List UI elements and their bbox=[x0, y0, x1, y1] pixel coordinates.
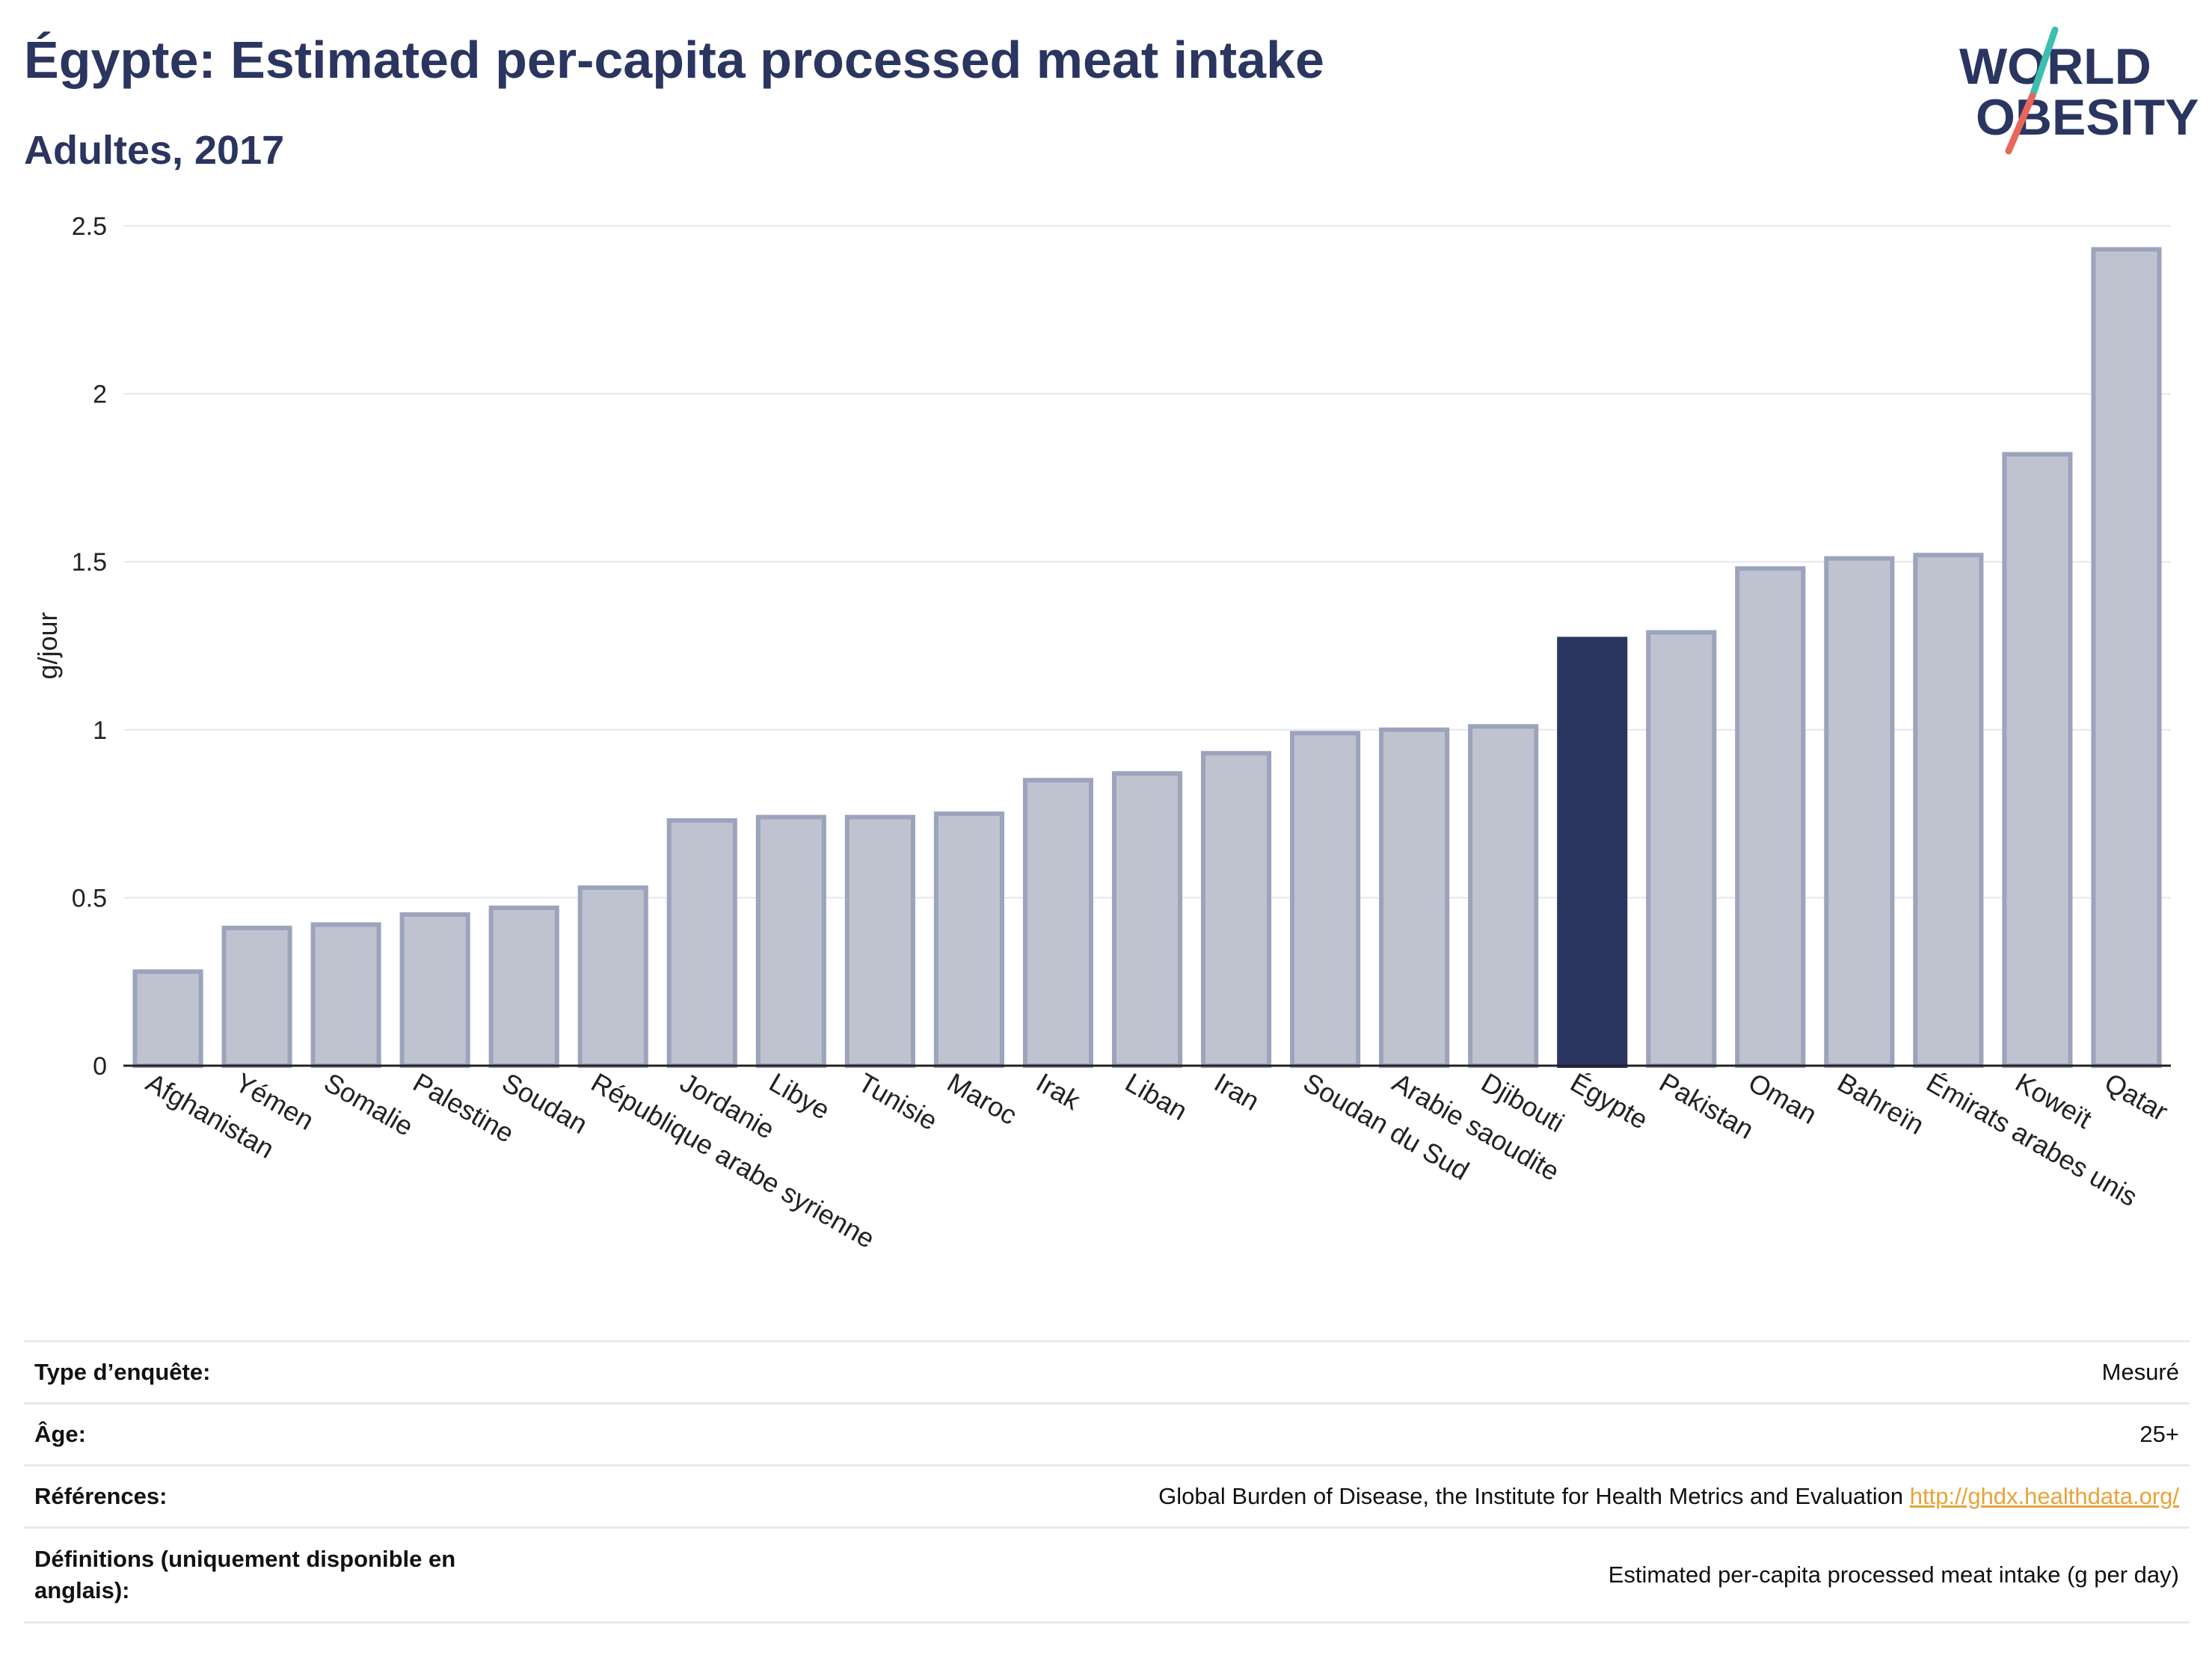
bar bbox=[488, 905, 559, 1068]
x-tick-label: Qatar bbox=[2099, 1066, 2172, 1127]
reference-text: Global Burden of Disease, the Institute … bbox=[1158, 1483, 1904, 1509]
y-tick-label: 2.5 bbox=[72, 212, 107, 241]
bar bbox=[1468, 724, 1539, 1068]
meta-value: Estimated per-capita processed meat inta… bbox=[523, 1526, 2190, 1624]
y-tick-label: 0 bbox=[93, 1052, 107, 1081]
bar bbox=[666, 818, 737, 1068]
bar bbox=[1290, 731, 1361, 1068]
x-tick-label: Somalie bbox=[319, 1066, 419, 1142]
meta-row-references: Références: Global Burden of Disease, th… bbox=[24, 1464, 2190, 1528]
meta-row-survey: Type d’enquête: Mesuré bbox=[24, 1340, 2190, 1404]
reference-link[interactable]: http://ghdx.healthdata.org/ bbox=[1909, 1483, 2179, 1509]
x-tick-label: Liban bbox=[1120, 1066, 1193, 1126]
x-tick-label: Bahreïn bbox=[1832, 1066, 1929, 1140]
y-tick-label: 1.5 bbox=[72, 548, 107, 577]
logo-line2: OBESITY bbox=[1976, 89, 2199, 146]
y-tick-label: 2 bbox=[93, 381, 107, 409]
bar bbox=[221, 925, 292, 1068]
logo-line1: WORLD bbox=[1959, 38, 2151, 95]
bar bbox=[933, 811, 1004, 1068]
bar bbox=[755, 814, 826, 1068]
bar-highlight bbox=[1557, 636, 1628, 1068]
page-subtitle: Adultes, 2017 bbox=[24, 128, 285, 173]
x-tick-label: Irak bbox=[1031, 1066, 1086, 1116]
bar bbox=[844, 814, 915, 1068]
bar bbox=[1022, 778, 1094, 1068]
metadata-table: Type d’enquête: Mesuré Âge: 25+ Référenc… bbox=[24, 1340, 2190, 1624]
world-obesity-logo: WORLD OBESITY bbox=[1959, 26, 2199, 155]
meta-label: Type d’enquête: bbox=[24, 1340, 523, 1404]
y-axis-title: g/jour bbox=[32, 612, 63, 679]
page-title: Égypte: Estimated per-capita processed m… bbox=[24, 31, 1324, 89]
y-tick-label: 0.5 bbox=[72, 884, 107, 912]
bar bbox=[399, 912, 470, 1068]
bar bbox=[1379, 727, 1450, 1068]
x-tick-label: Égypte bbox=[1565, 1066, 1653, 1135]
meta-label: Références: bbox=[24, 1464, 523, 1528]
x-tick-label: Palestine bbox=[408, 1066, 520, 1149]
x-tick-label: Tunisie bbox=[853, 1066, 943, 1136]
meta-value: Mesuré bbox=[523, 1340, 2190, 1404]
meta-row-definitions: Définitions (uniquement disponible en an… bbox=[24, 1526, 2190, 1624]
bar bbox=[1646, 630, 1717, 1068]
bar bbox=[310, 922, 381, 1068]
bar bbox=[1824, 556, 1895, 1068]
x-tick-label: Pakistan bbox=[1654, 1066, 1759, 1145]
meta-value: 25+ bbox=[523, 1402, 2190, 1466]
meta-label: Définitions (uniquement disponible en an… bbox=[24, 1526, 523, 1624]
bar bbox=[1913, 553, 1984, 1068]
x-tick-label: Maroc bbox=[942, 1066, 1022, 1131]
y-tick-label: 1 bbox=[93, 716, 107, 745]
bar bbox=[1111, 771, 1183, 1068]
bar bbox=[1735, 566, 1806, 1068]
bar bbox=[2091, 247, 2162, 1069]
bar bbox=[1200, 751, 1272, 1069]
meta-value: Global Burden of Disease, the Institute … bbox=[523, 1464, 2190, 1528]
bar bbox=[2002, 452, 2073, 1068]
logo-slash-coral bbox=[2005, 92, 2036, 155]
x-tick-label: Iran bbox=[1209, 1066, 1265, 1117]
meta-row-age: Âge: 25+ bbox=[24, 1402, 2190, 1466]
meta-label: Âge: bbox=[24, 1402, 523, 1466]
logo-slash-teal bbox=[2029, 26, 2059, 99]
bar bbox=[577, 885, 648, 1069]
bar bbox=[132, 969, 203, 1068]
